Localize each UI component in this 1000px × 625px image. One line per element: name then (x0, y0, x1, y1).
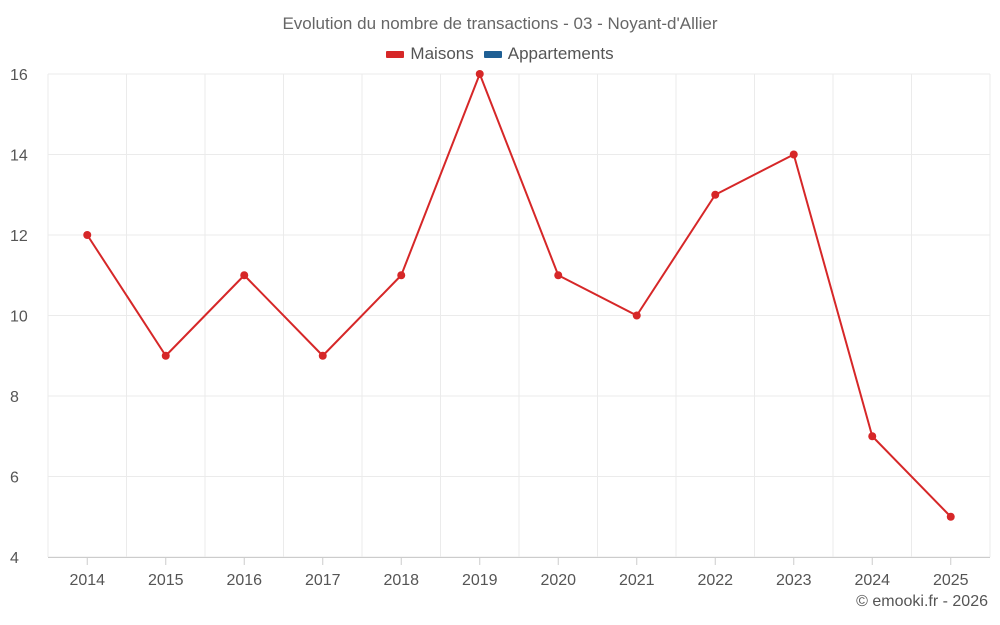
data-point (711, 190, 720, 199)
legend-label-maisons: Maisons (410, 44, 474, 63)
legend: Maisons Appartements (0, 44, 1000, 64)
legend-label-appartements: Appartements (507, 44, 614, 63)
data-point (868, 432, 877, 441)
data-point (554, 271, 563, 280)
y-tick-label: 14 (10, 148, 28, 165)
y-tick-label: 16 (10, 67, 28, 84)
x-tick-label: 2020 (540, 572, 576, 589)
series-line-maisons (86, 73, 952, 518)
data-point (240, 271, 249, 280)
x-tick-label: 2018 (383, 572, 419, 589)
x-tick-label: 2022 (697, 572, 733, 589)
x-tick-label: 2024 (854, 572, 890, 589)
y-tick-label: 10 (10, 309, 28, 326)
data-point (83, 231, 92, 239)
credit-text: © emooki.fr - 2026 (856, 593, 988, 610)
x-tick-label: 2017 (305, 572, 341, 589)
x-tick-label: 2023 (776, 572, 812, 589)
legend-item-maisons[interactable]: Maisons (386, 44, 474, 64)
data-point (161, 351, 170, 360)
y-tick-label: 8 (10, 389, 19, 406)
chart-title: Evolution du nombre de transactions - 03… (282, 14, 718, 33)
x-tick-label: 2016 (226, 572, 262, 589)
data-point (318, 351, 327, 360)
data-point (475, 70, 484, 78)
y-tick-label: 6 (10, 470, 19, 487)
x-tick-label: 2019 (462, 572, 498, 589)
legend-item-appartements[interactable]: Appartements (483, 44, 614, 64)
data-point (946, 512, 955, 521)
data-point (789, 150, 798, 159)
x-tick-label: 2015 (148, 572, 184, 589)
y-tick-label: 12 (10, 228, 28, 245)
data-point (632, 311, 641, 320)
data-point (397, 271, 406, 280)
legend-swatch-maisons (386, 50, 405, 58)
x-tick-label: 2025 (933, 572, 969, 589)
x-tick-label: 2021 (619, 572, 655, 589)
y-tick-label: 4 (10, 550, 19, 567)
x-tick-label: 2014 (69, 572, 105, 589)
legend-swatch-appartements (483, 50, 502, 58)
